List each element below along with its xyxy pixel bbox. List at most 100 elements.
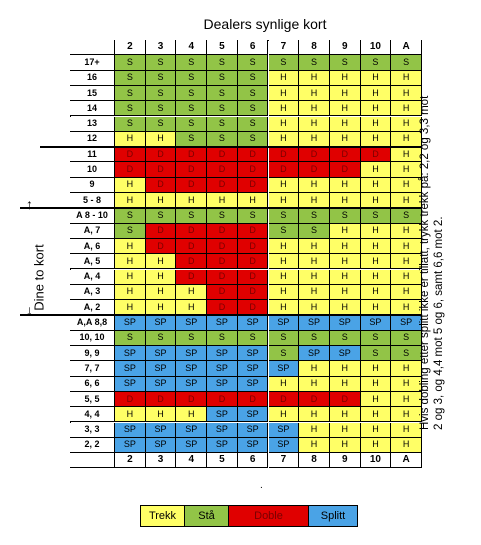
strategy-cell: D xyxy=(207,254,238,270)
strategy-cell: H xyxy=(391,407,422,423)
strategy-cell: D xyxy=(207,284,238,301)
strategy-cell: H xyxy=(360,193,392,209)
strategy-cell: S xyxy=(176,55,208,71)
strategy-cell: SP xyxy=(145,437,177,454)
strategy-cell: H xyxy=(145,269,177,285)
strategy-cell: D xyxy=(176,238,208,255)
legend-item: Splitt xyxy=(309,506,357,526)
strategy-cell: D xyxy=(145,177,177,193)
strategy-cell: H xyxy=(115,254,146,270)
strategy-cell: H xyxy=(299,361,330,377)
strategy-cell: H xyxy=(329,223,361,239)
strategy-cell: H xyxy=(360,85,392,102)
strategy-cell: H xyxy=(391,238,422,255)
dealer-card-header: 3 xyxy=(145,40,177,56)
strategy-cell: S xyxy=(299,208,330,224)
strategy-cell: S xyxy=(207,131,238,148)
strategy-cell: SP xyxy=(115,361,146,377)
strategy-cell: H xyxy=(299,193,330,209)
arrow-down-icon: ↓ xyxy=(26,302,33,318)
strategy-cell: SP xyxy=(299,315,330,331)
strategy-cell: H xyxy=(329,116,361,132)
strategy-cell: D xyxy=(360,147,392,163)
strategy-cell: H xyxy=(391,391,422,408)
strategy-cell: H xyxy=(145,254,177,270)
hand-label: 17+ xyxy=(70,55,115,71)
strategy-cell: H xyxy=(360,116,392,132)
strategy-cell: H xyxy=(329,269,361,285)
strategy-cell: H xyxy=(207,193,238,209)
strategy-cell: S xyxy=(207,101,238,117)
strategy-cell: H xyxy=(176,284,208,301)
strategy-cell: S xyxy=(145,208,177,224)
strategy-cell: S xyxy=(360,208,392,224)
strategy-cell: H xyxy=(299,101,330,117)
strategy-cell: S xyxy=(145,116,177,132)
strategy-cell: S xyxy=(207,330,238,346)
strategy-cell: S xyxy=(145,70,177,86)
strategy-cell: D xyxy=(145,147,177,163)
strategy-cell: S xyxy=(176,70,208,86)
strategy-cell: SP xyxy=(207,376,238,392)
dealer-card-footer: 7 xyxy=(268,453,300,469)
strategy-cell: SP xyxy=(207,437,238,454)
hand-label: 5 - 8 xyxy=(70,193,115,209)
legend-item: Stå xyxy=(185,506,229,526)
strategy-cell: D xyxy=(329,162,361,178)
strategy-cell: S xyxy=(268,55,300,71)
strategy-cell: SP xyxy=(360,315,392,331)
section-divider xyxy=(40,146,422,149)
strategy-cell: H xyxy=(360,254,392,270)
header-corner xyxy=(70,40,115,56)
strategy-cell: S xyxy=(391,55,422,71)
strategy-cell: H xyxy=(299,407,330,423)
strategy-cell: SP xyxy=(145,361,177,377)
hand-label: 9 xyxy=(70,177,115,193)
strategy-cell: H xyxy=(391,269,422,285)
strategy-cell: H xyxy=(360,407,392,423)
hand-label: 5, 5 xyxy=(70,391,115,408)
strategy-cell: S xyxy=(145,330,177,346)
strategy-cell: H xyxy=(360,269,392,285)
strategy-cell: H xyxy=(115,238,146,255)
strategy-cell: D xyxy=(115,147,146,163)
strategy-cell: H xyxy=(299,131,330,148)
strategy-cell: D xyxy=(237,269,269,285)
dealer-card-header: 2 xyxy=(115,40,146,56)
dealer-card-header: 6 xyxy=(237,40,269,56)
strategy-cell: H xyxy=(299,85,330,102)
strategy-cell: H xyxy=(360,361,392,377)
arrow-up-icon: ↑ xyxy=(26,196,33,212)
strategy-cell: H xyxy=(391,177,422,193)
strategy-cell: S xyxy=(391,208,422,224)
strategy-cell: SP xyxy=(237,346,269,362)
strategy-cell: S xyxy=(237,330,269,346)
strategy-cell: H xyxy=(268,177,300,193)
legend-item: Doble xyxy=(229,506,309,526)
strategy-cell: S xyxy=(237,101,269,117)
strategy-cell: D xyxy=(207,147,238,163)
strategy-cell: SP xyxy=(145,315,177,331)
strategy-cell: SP xyxy=(115,346,146,362)
strategy-cell: S xyxy=(176,116,208,132)
strategy-cell: S xyxy=(268,208,300,224)
legend: Trekk Stå Doble Splitt xyxy=(140,505,358,527)
strategy-cell: SP xyxy=(207,407,238,423)
strategy-cell: D xyxy=(237,223,269,239)
dealer-card-footer: 8 xyxy=(299,453,330,469)
strategy-cell: H xyxy=(391,116,422,132)
hand-label: A, 2 xyxy=(70,300,115,316)
strategy-cell: D xyxy=(115,391,146,408)
strategy-cell: H xyxy=(268,407,300,423)
hand-label: A, 7 xyxy=(70,223,115,239)
strategy-cell: D xyxy=(237,300,269,316)
hand-label: 7, 7 xyxy=(70,361,115,377)
strategy-cell: D xyxy=(237,254,269,270)
strategy-cell: H xyxy=(268,85,300,102)
strategy-cell: H xyxy=(329,131,361,148)
strategy-cell: H xyxy=(176,300,208,316)
strategy-cell: D xyxy=(176,391,208,408)
strategy-cell: H xyxy=(391,85,422,102)
strategy-cell: H xyxy=(391,223,422,239)
